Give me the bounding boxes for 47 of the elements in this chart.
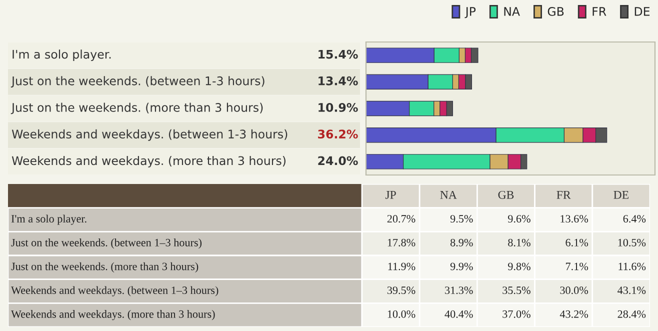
text: 20.7%: [387, 215, 416, 223]
text: 43.2%: [560, 310, 588, 318]
text: 7.1%: [566, 262, 588, 270]
y-tick-label: Weekends and weekdays. (more than 3 hours): [12, 156, 286, 168]
text: 31.3%: [445, 286, 473, 294]
category-label: FR: [556, 191, 571, 199]
category-label: DE: [614, 191, 628, 199]
legend-label: DE: [634, 7, 650, 16]
category-label: JP: [385, 191, 396, 199]
text: 24.0%: [318, 156, 358, 166]
text: 10.5%: [618, 238, 646, 246]
text: 40.4%: [444, 310, 473, 318]
y-tick-label: Weekends and weekdays. (between 1-3 hours): [12, 129, 288, 141]
text: 11.6%: [618, 262, 646, 270]
text: 10.9%: [318, 102, 358, 112]
legend-label: NA: [504, 7, 520, 16]
y-tick-label: I'm a solo player.: [12, 50, 111, 62]
category-label: NA: [440, 190, 457, 199]
text: 36.2%: [318, 130, 358, 139]
y-tick-label: Just on the weekends. (more than 3 hours): [10, 102, 263, 114]
text: 8.1%: [508, 238, 530, 246]
text: 6.1%: [566, 238, 588, 246]
text: 43.1%: [618, 286, 646, 294]
legend-label: FR: [592, 7, 606, 16]
category-label: Weekends and weekdays. (between 1–3 hours): [11, 286, 218, 296]
text: 9.5%: [450, 215, 473, 223]
legend-label: JP: [464, 7, 476, 18]
legend-label: GB: [548, 6, 564, 16]
y-tick-label: Just on the weekends. (between 1-3 hours): [10, 76, 264, 88]
category-label: Just on the weekends. (between 1–3 hours): [11, 238, 202, 249]
text: 35.5%: [502, 286, 530, 294]
text: 30.0%: [560, 286, 588, 294]
text: 8.9%: [450, 238, 473, 246]
text: 9.8%: [508, 262, 530, 270]
text: 13.4%: [318, 76, 358, 86]
text: 15.4%: [318, 50, 358, 59]
text: 39.5%: [387, 286, 416, 294]
text: 28.4%: [618, 310, 646, 318]
text: 9.6%: [508, 215, 530, 223]
text: 6.4%: [623, 215, 646, 223]
category-label: GB: [498, 190, 514, 199]
text: 10.0%: [388, 310, 416, 318]
text: 37.0%: [502, 310, 530, 318]
text: 13.6%: [560, 215, 588, 223]
text: 9.9%: [450, 262, 473, 270]
text: 11.9%: [388, 262, 416, 270]
text: 17.8%: [388, 238, 416, 246]
